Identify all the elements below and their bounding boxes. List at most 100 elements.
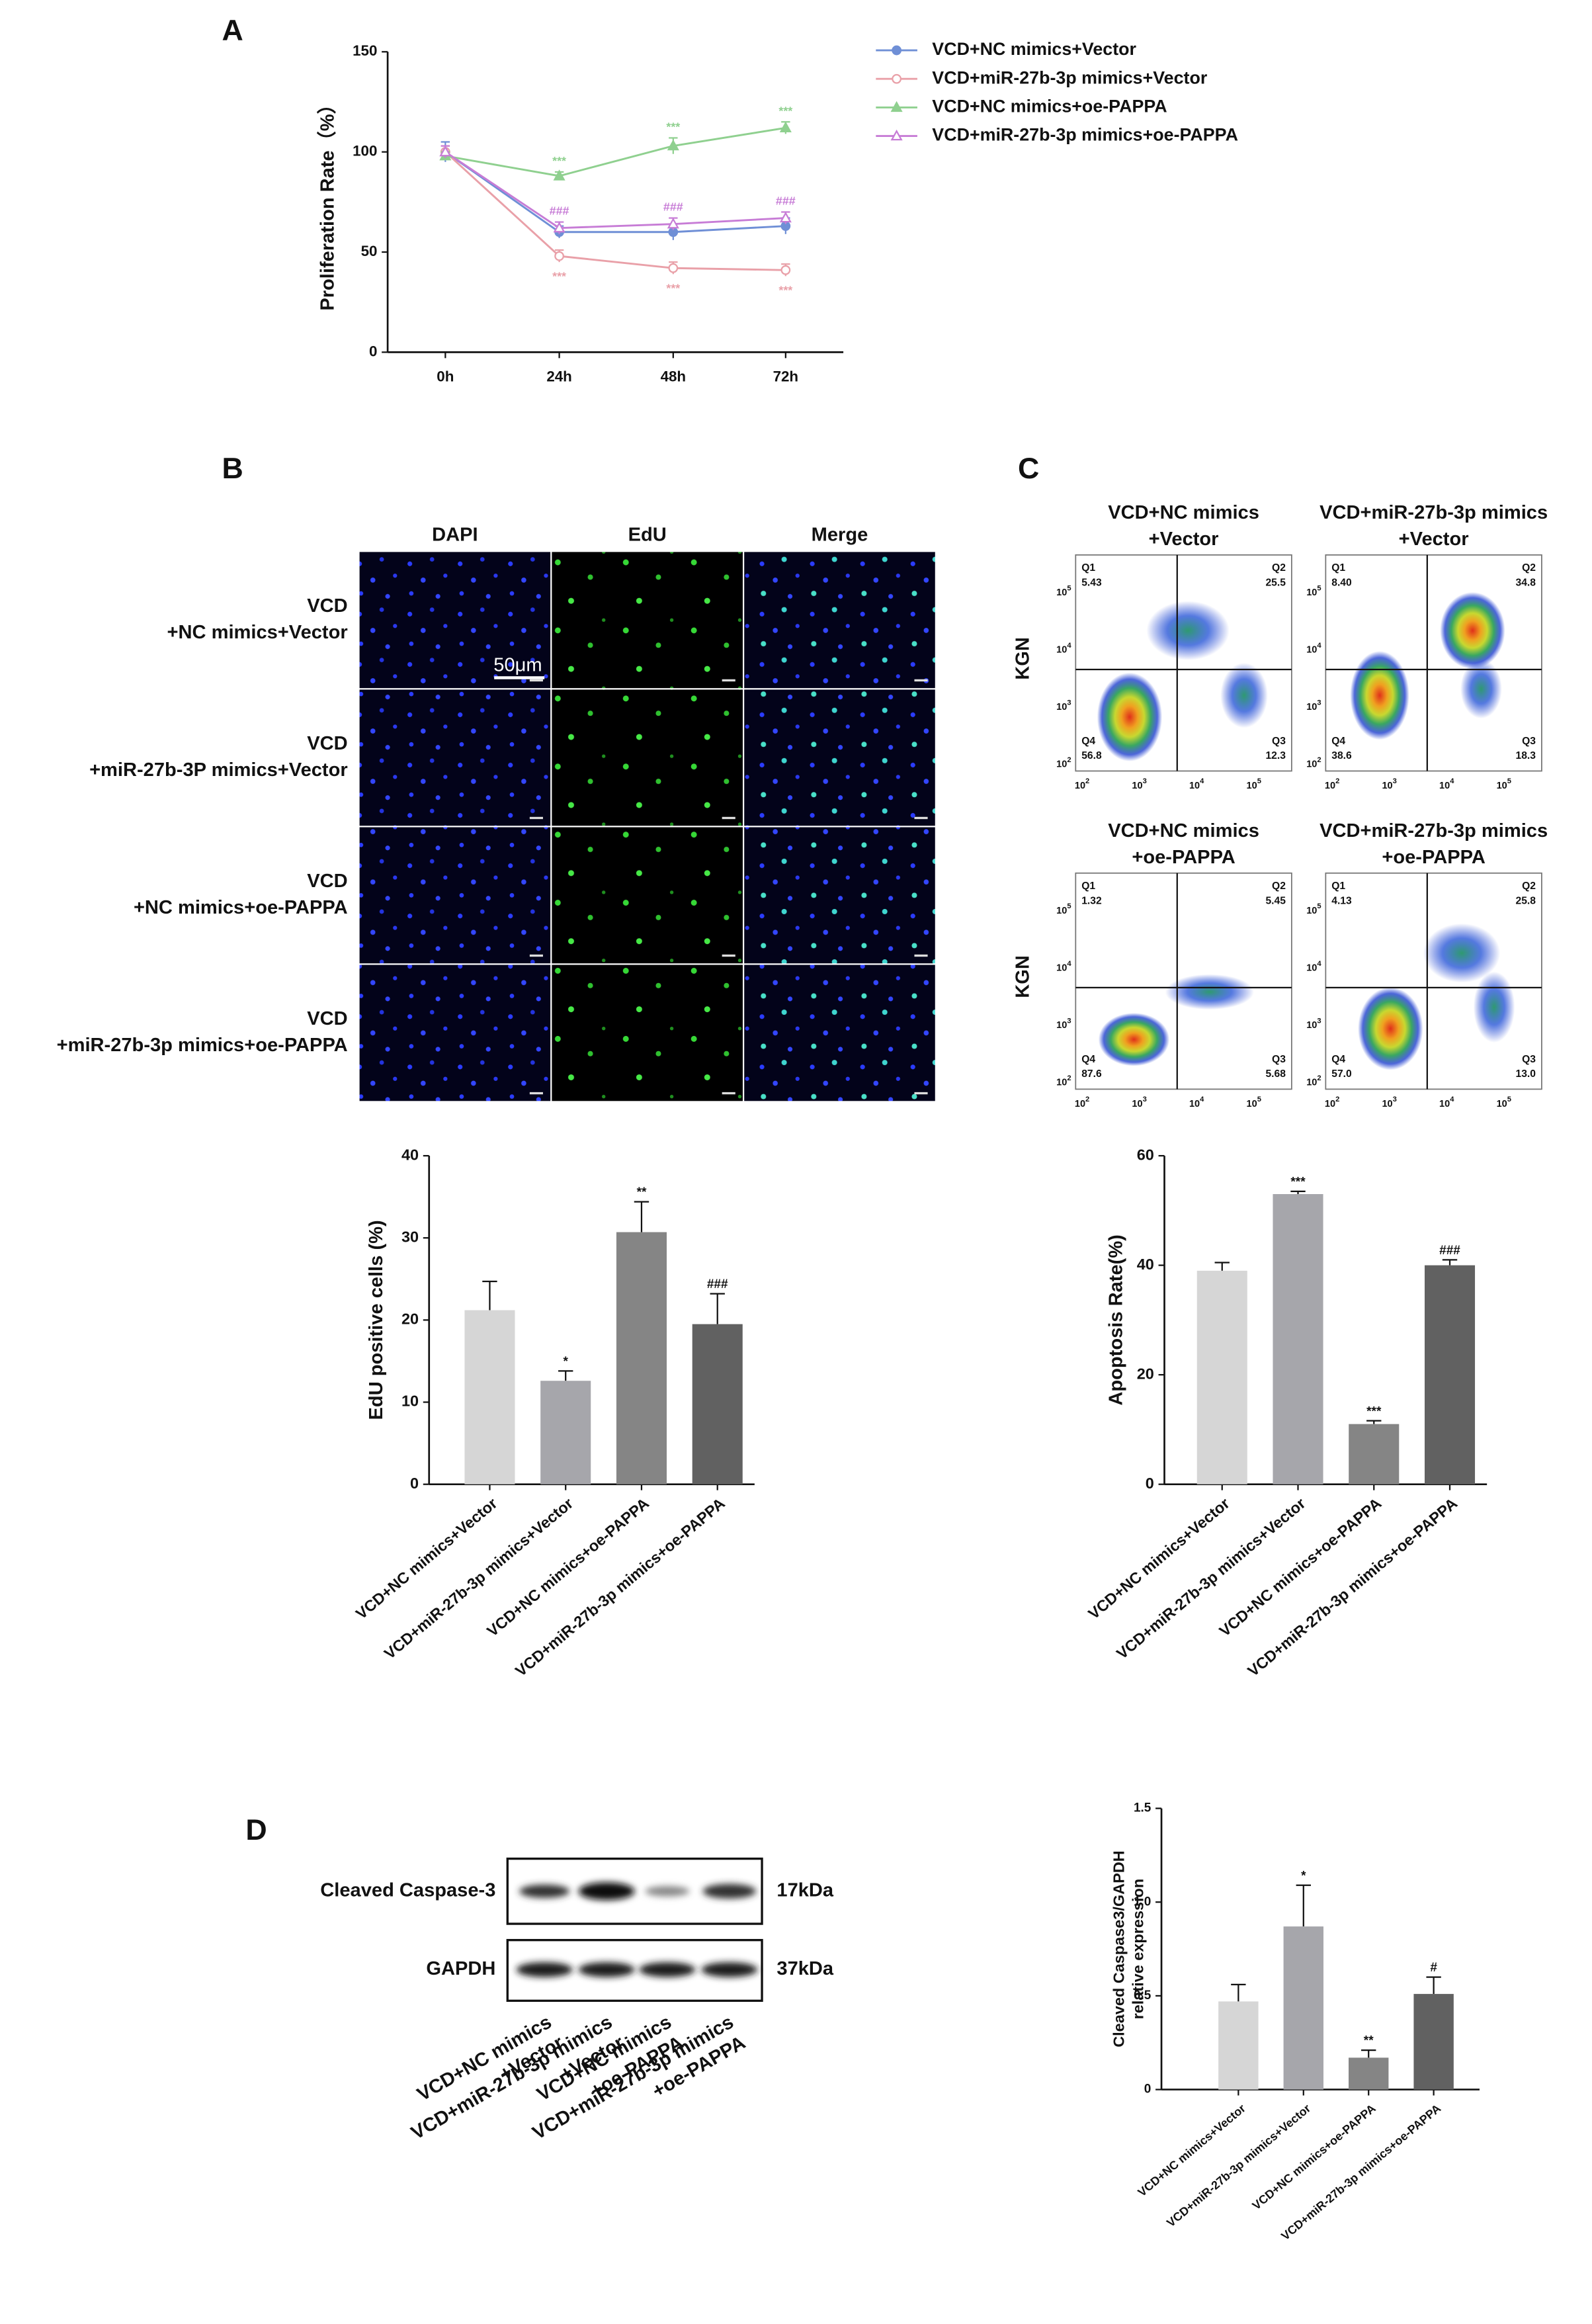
quadrant-name: Q1 [1331,562,1345,574]
significance: ### [663,200,683,214]
bar [1413,1994,1454,2090]
legend-marker [890,129,903,141]
bar [1424,1265,1476,1485]
tick-base: 10 [1382,781,1392,791]
legend-label: VCD+NC mimics+Vector [932,39,1136,59]
significance: *** [1366,1404,1382,1418]
quadrant-name: Q2 [1272,881,1286,892]
plot-title: +Vector [1149,529,1219,550]
tick-exponent: 2 [1067,1074,1071,1082]
tick-exponent: 2 [1317,1074,1321,1082]
axis-tick-label: 102 [1075,1096,1089,1109]
plot-title: +Vector [1399,529,1469,550]
plot-frame [1325,554,1542,772]
plot-title: VCD+miR-27b-3p mimics [1320,820,1548,841]
x-tick-label: VCD+NC mimics+oe-PAPPA [483,1494,652,1640]
tick-base: 10 [1306,702,1317,712]
point [667,139,679,151]
significance: ** [1364,2034,1374,2048]
density-cloud [1146,601,1230,660]
tick-exponent: 2 [1085,777,1089,785]
micrograph [359,965,551,1101]
tick-exponent: 5 [1067,902,1071,910]
tick-base: 10 [1325,1099,1335,1109]
axis-tick-label: 104 [1306,960,1321,974]
y-tick-label: 40 [401,1146,419,1163]
y-tick-label: 20 [401,1311,419,1328]
micrograph [359,552,551,689]
significance: * [564,1355,569,1369]
axis-tick-label: 102 [1325,777,1339,791]
axis-tick-label: 102 [1306,756,1321,770]
row-label: VCD [307,733,347,754]
band [702,1883,757,1899]
tick-base: 10 [1189,1099,1200,1109]
scale-mark [722,679,735,682]
tick-base: 10 [1132,781,1142,791]
row-label: +miR-27b-3p mimics+oe-PAPPA [57,1035,348,1056]
error-bar [1442,1259,1458,1266]
x-tick-label: VCD+NC mimics+Vector [1085,1494,1233,1622]
band [645,1886,690,1897]
axis-tick-label: 105 [1247,777,1261,791]
point [780,265,791,275]
axis-tick-label: 104 [1189,1096,1204,1109]
quadrant-name: Q1 [1331,881,1345,892]
bar [1218,2001,1259,2090]
bar [692,1324,743,1485]
axis-tick-label: 104 [1056,642,1071,656]
column-label: EdU [628,524,667,545]
y-tick-label: 0 [1146,1475,1154,1492]
panel-label: A [222,15,243,47]
quadrant-value: 25.5 [1265,578,1286,589]
axis-tick-label: 105 [1306,584,1321,598]
bar [464,1310,515,1485]
y-tick-label: 40 [1137,1256,1154,1273]
band [701,1962,758,1977]
error-bar [1366,1420,1382,1424]
tick-base: 10 [1497,1099,1507,1109]
band [519,1884,570,1898]
plot-title: VCD+NC mimics [1108,820,1259,841]
scale-mark [914,679,928,682]
quadrant-name: Q3 [1522,1054,1536,1065]
point [553,222,566,233]
tick-exponent: 5 [1317,902,1321,910]
error-bar [1361,2049,1376,2058]
quadrant-name: Q3 [1522,736,1536,747]
series-line [444,151,786,271]
error-bar [1426,1976,1441,1995]
density-cloud [1098,1013,1170,1066]
tick-exponent: 3 [1393,777,1397,785]
tick-base: 10 [1056,1020,1067,1031]
quadrant-name: Q3 [1272,736,1286,747]
quadrant-value: 25.8 [1516,895,1536,906]
row-label: +miR-27b-3P mimics+Vector [89,759,348,781]
tick-base: 10 [1189,781,1200,791]
micrograph [359,689,551,826]
tick-base: 10 [1497,781,1507,791]
significance: ### [776,194,796,208]
tick-base: 10 [1306,759,1317,770]
y-axis-label: relative expression [1130,1879,1147,2020]
quadrant-value: 5.43 [1081,578,1102,589]
quadrant-name: Q1 [1081,881,1095,892]
panel-label: B [222,452,243,485]
row-label: +NC mimics+Vector [167,622,348,643]
quadrant-name: Q4 [1081,736,1095,747]
x-tick-label: VCD+NC mimics+Vector [1136,2102,1248,2200]
axis-tick-label: 105 [1497,1096,1511,1109]
axis-tick-label: 102 [1306,1074,1321,1088]
x-tick-label: VCD+NC mimics+Vector [353,1494,501,1622]
point [667,217,679,229]
y-tick-label: 1.0 [1134,1895,1151,1909]
axis-tick-label: 104 [1056,960,1071,974]
y-tick-label: 1.5 [1134,1801,1152,1815]
axis-tick-label: 103 [1306,699,1321,712]
axis-tick-label: 102 [1056,1074,1071,1088]
quadrant-value: 87.6 [1081,1068,1102,1080]
quadrant-value: 56.8 [1081,750,1102,761]
tick-exponent: 5 [1257,777,1261,785]
x-tick-label: VCD+NC mimics+oe-PAPPA [1216,1494,1385,1640]
